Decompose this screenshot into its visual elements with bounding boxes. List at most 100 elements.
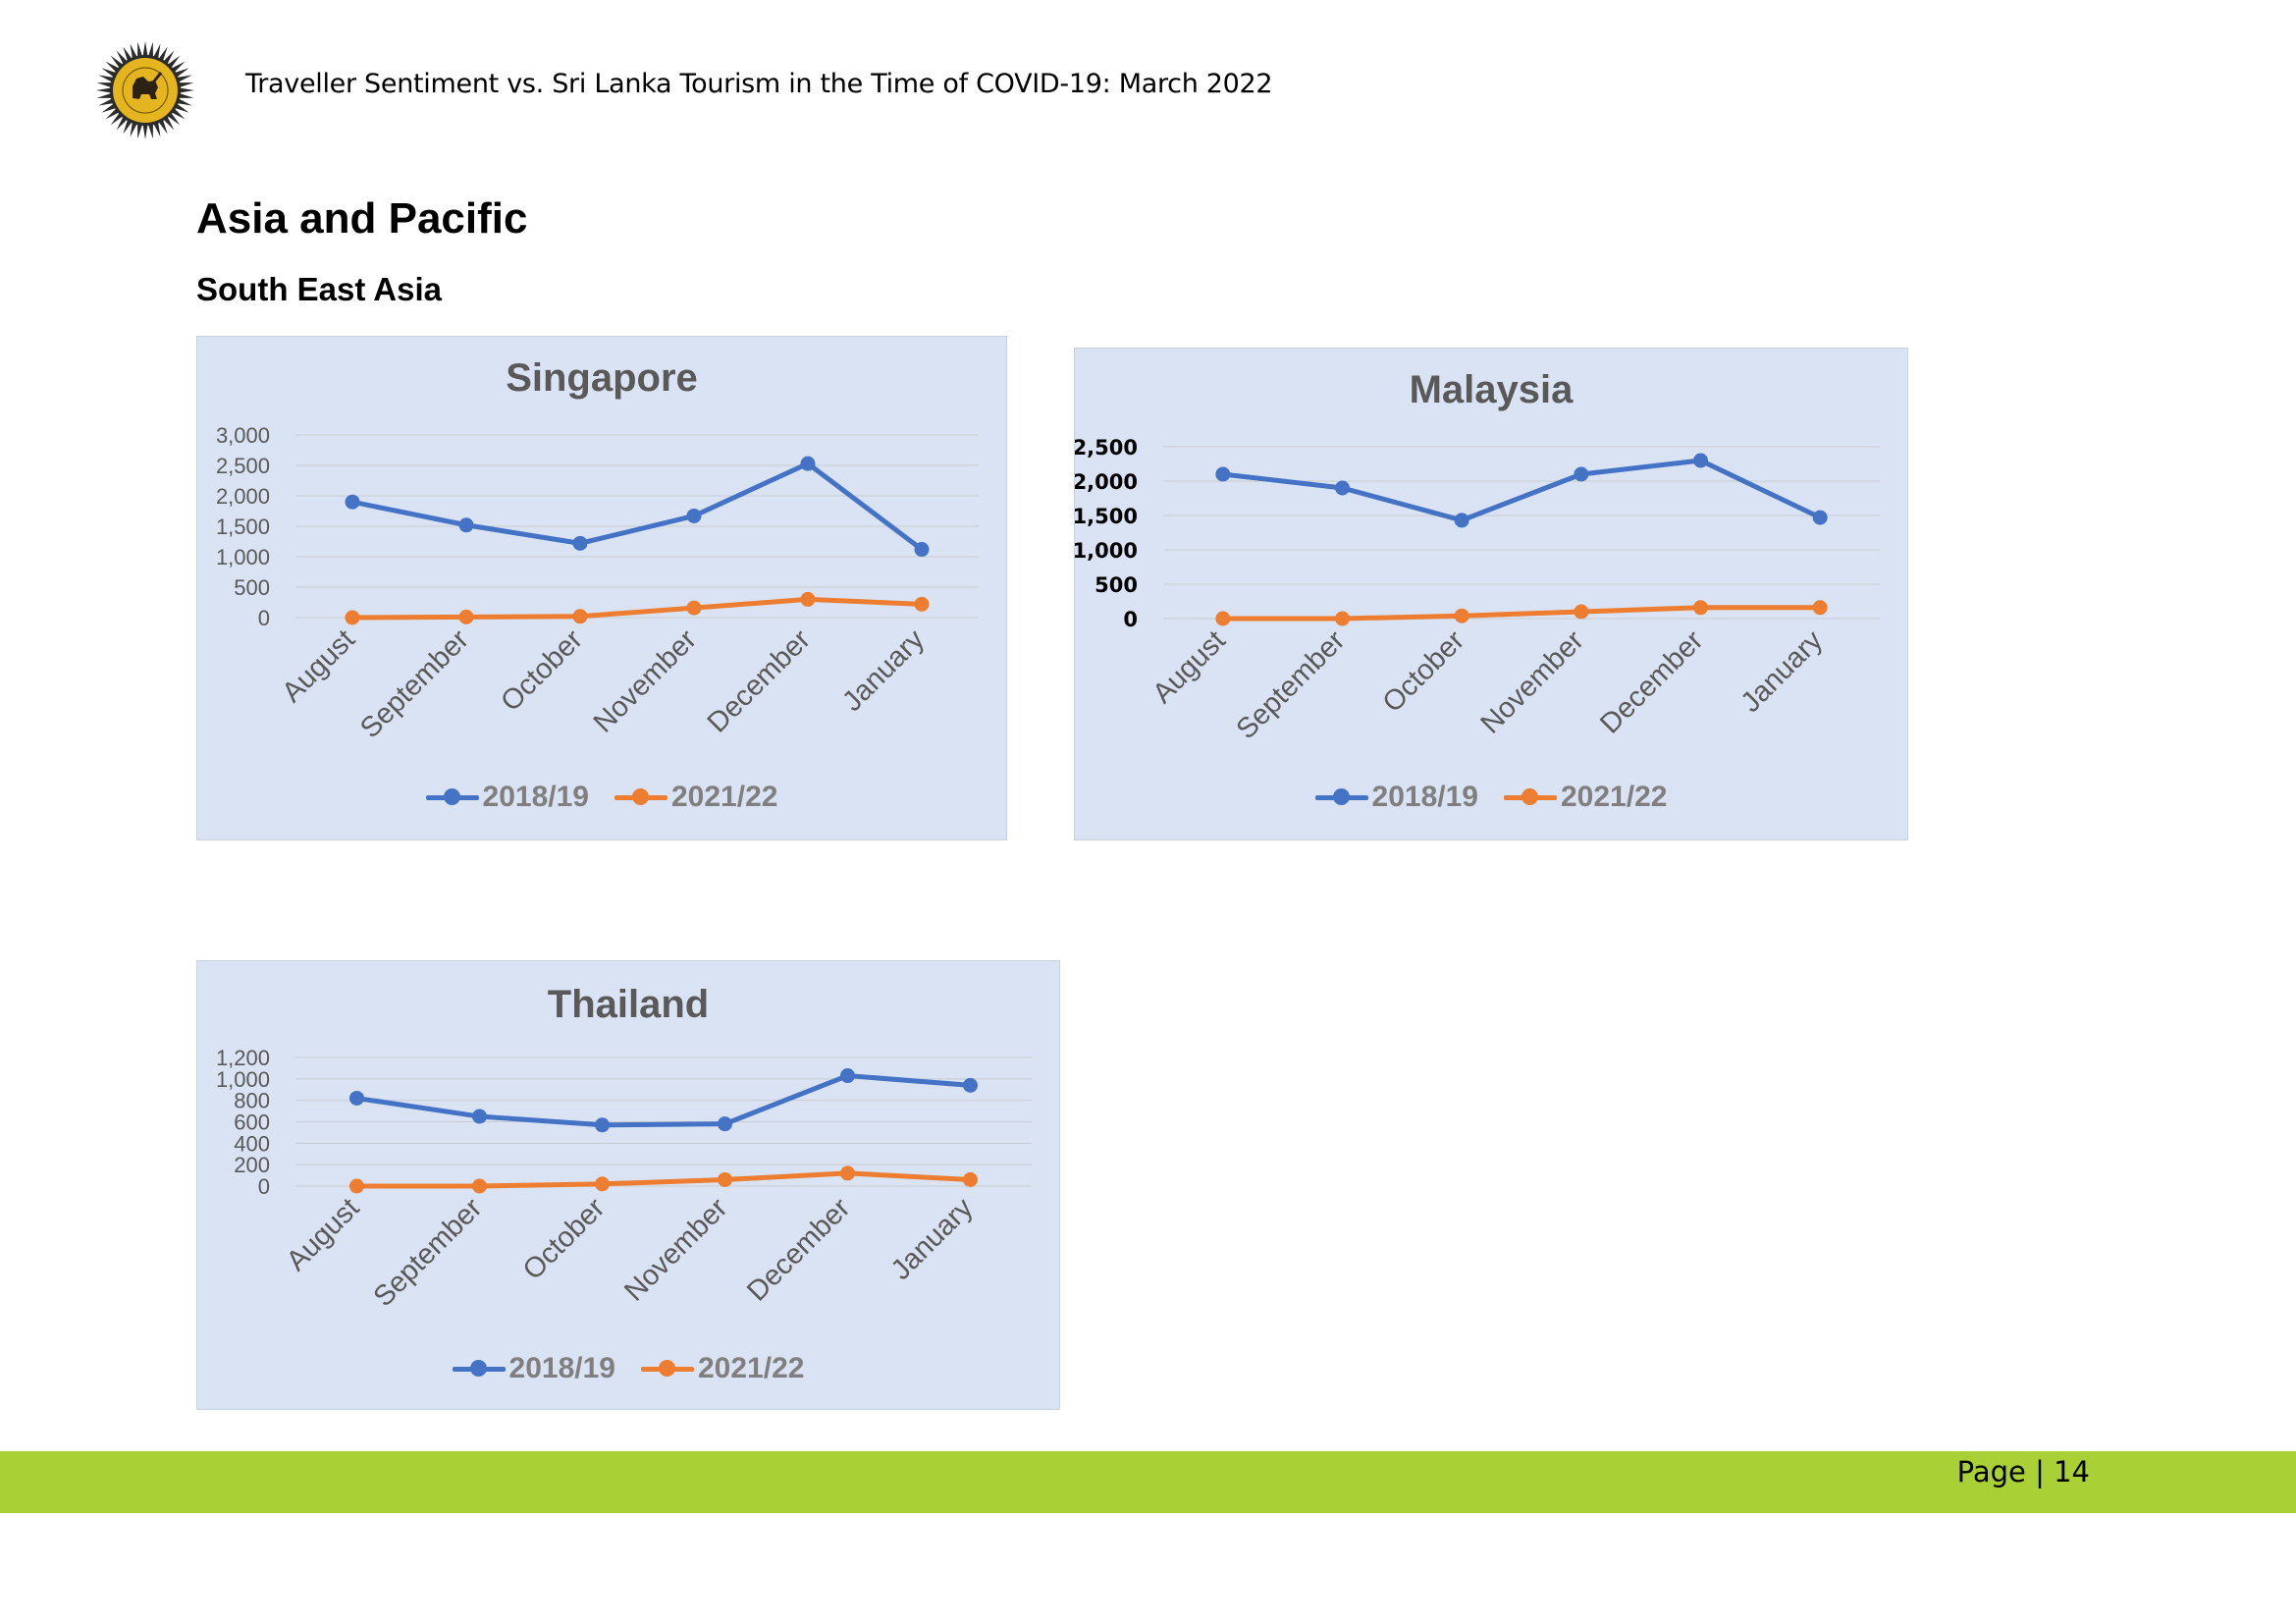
chart-title: Thailand xyxy=(547,983,710,1026)
data-point xyxy=(800,591,816,607)
section-heading: Asia and Pacific xyxy=(196,194,528,243)
x-tick-label: September xyxy=(1231,624,1352,745)
data-point xyxy=(572,535,588,551)
data-point xyxy=(963,1077,978,1093)
series-line-2018-19 xyxy=(1220,458,1823,523)
legend-swatch-2021 xyxy=(641,1359,694,1379)
y-tick-label: 1,500 xyxy=(1075,505,1138,528)
chart-title: Malaysia xyxy=(1409,368,1574,411)
legend-label-2018: 2018/19 xyxy=(1371,781,1478,813)
y-tick-label: 500 xyxy=(1095,573,1138,597)
x-tick-label: December xyxy=(741,1192,856,1307)
legend-swatch-2018 xyxy=(452,1359,506,1379)
series-line-2018-19 xyxy=(354,1073,973,1128)
legend-label-2021: 2021/22 xyxy=(671,781,778,813)
y-tick-label: 800 xyxy=(234,1089,270,1113)
x-tick-label: October xyxy=(495,623,589,718)
series-line-2021-22 xyxy=(349,596,925,621)
x-tick-label: September xyxy=(354,623,475,744)
data-point xyxy=(349,1090,364,1106)
data-point xyxy=(686,508,702,523)
legend-swatch-2018 xyxy=(425,787,479,807)
x-tick-label: November xyxy=(1475,624,1590,739)
legend-swatch-2018 xyxy=(1314,787,1368,807)
chart-legend: 2018/19 2021/22 xyxy=(1075,781,1907,814)
legend-item-2018: 2018/19 xyxy=(1314,781,1478,814)
x-tick-label: November xyxy=(618,1192,733,1307)
x-tick-label: August xyxy=(276,623,360,708)
y-tick-label: 500 xyxy=(234,575,270,600)
data-point xyxy=(1215,466,1231,482)
y-tick-label: 200 xyxy=(234,1153,270,1177)
legend-swatch-2021 xyxy=(614,787,667,807)
chart-singapore: Singapore 0 500 1,000 1,500 2,000 2,500 3,000 A… xyxy=(196,336,1007,840)
x-tick-label: January xyxy=(885,1192,980,1286)
data-point xyxy=(1693,453,1708,468)
legend-item-2021: 2021/22 xyxy=(1504,781,1667,814)
series-line-2021-22 xyxy=(354,1170,973,1189)
data-point xyxy=(572,609,588,624)
data-point xyxy=(718,1116,732,1132)
data-point xyxy=(1574,466,1589,482)
x-tick-label: November xyxy=(588,623,703,738)
chart-legend: 2018/19 2021/22 xyxy=(197,781,1006,814)
data-point xyxy=(1574,604,1589,620)
data-point xyxy=(345,610,360,625)
data-point xyxy=(458,609,474,624)
data-point xyxy=(1812,600,1828,616)
y-tick-label: 2,000 xyxy=(1075,470,1138,494)
data-point xyxy=(1335,480,1350,496)
y-tick-label: 2,500 xyxy=(216,454,270,478)
x-tick-label: October xyxy=(517,1192,612,1286)
data-point xyxy=(840,1165,855,1181)
legend-swatch-2021 xyxy=(1504,787,1557,807)
legend-label-2021: 2021/22 xyxy=(698,1352,805,1384)
data-point xyxy=(1812,510,1828,525)
data-point xyxy=(800,456,816,471)
x-tick-label: January xyxy=(1735,624,1830,719)
data-point xyxy=(718,1171,732,1187)
legend-item-2021: 2021/22 xyxy=(641,1352,804,1385)
subsection-heading: South East Asia xyxy=(196,271,442,307)
chart-title: Singapore xyxy=(506,356,698,400)
y-tick-label: 600 xyxy=(234,1110,270,1135)
tourism-seal-logo xyxy=(96,41,194,139)
y-tick-label: 2,500 xyxy=(1075,436,1138,460)
chart-thailand: Thailand 0 200 400 600 800 1,000 1,200 August Se… xyxy=(196,960,1060,1410)
legend-label-2018: 2018/19 xyxy=(482,781,589,813)
data-point xyxy=(963,1171,978,1187)
data-point xyxy=(595,1176,610,1192)
y-tick-label: 400 xyxy=(234,1131,270,1156)
y-tick-label: 1,500 xyxy=(216,514,270,539)
x-tick-label: August xyxy=(1147,624,1231,709)
document-header: Traveller Sentiment vs. Sri Lanka Touris… xyxy=(245,69,1273,99)
data-point xyxy=(1454,513,1469,528)
data-point xyxy=(914,542,930,558)
legend-item-2021: 2021/22 xyxy=(614,781,777,814)
legend-label-2018: 2018/19 xyxy=(508,1352,615,1384)
y-tick-label: 1,000 xyxy=(216,1067,270,1092)
data-point xyxy=(840,1068,855,1084)
series-line-2021-22 xyxy=(1220,605,1823,622)
chart-legend: 2018/19 2021/22 xyxy=(197,1352,1059,1385)
data-point xyxy=(458,517,474,533)
footer-bar xyxy=(0,1451,2296,1513)
x-tick-label: August xyxy=(281,1192,365,1276)
x-tick-label: December xyxy=(702,623,817,738)
data-point xyxy=(1693,600,1708,616)
series-line-2018-19 xyxy=(349,460,925,553)
data-point xyxy=(349,1178,364,1194)
data-point xyxy=(686,600,702,616)
data-point xyxy=(472,1178,487,1194)
data-point xyxy=(345,494,360,510)
data-point xyxy=(914,596,930,612)
y-tick-label: 1,000 xyxy=(216,545,270,569)
y-tick-label: 0 xyxy=(1123,608,1138,631)
y-tick-label: 0 xyxy=(258,606,270,630)
legend-item-2018: 2018/19 xyxy=(425,781,589,814)
x-tick-label: October xyxy=(1377,624,1471,719)
data-point xyxy=(1215,611,1231,626)
data-point xyxy=(1454,608,1469,623)
x-tick-label: September xyxy=(368,1192,489,1313)
